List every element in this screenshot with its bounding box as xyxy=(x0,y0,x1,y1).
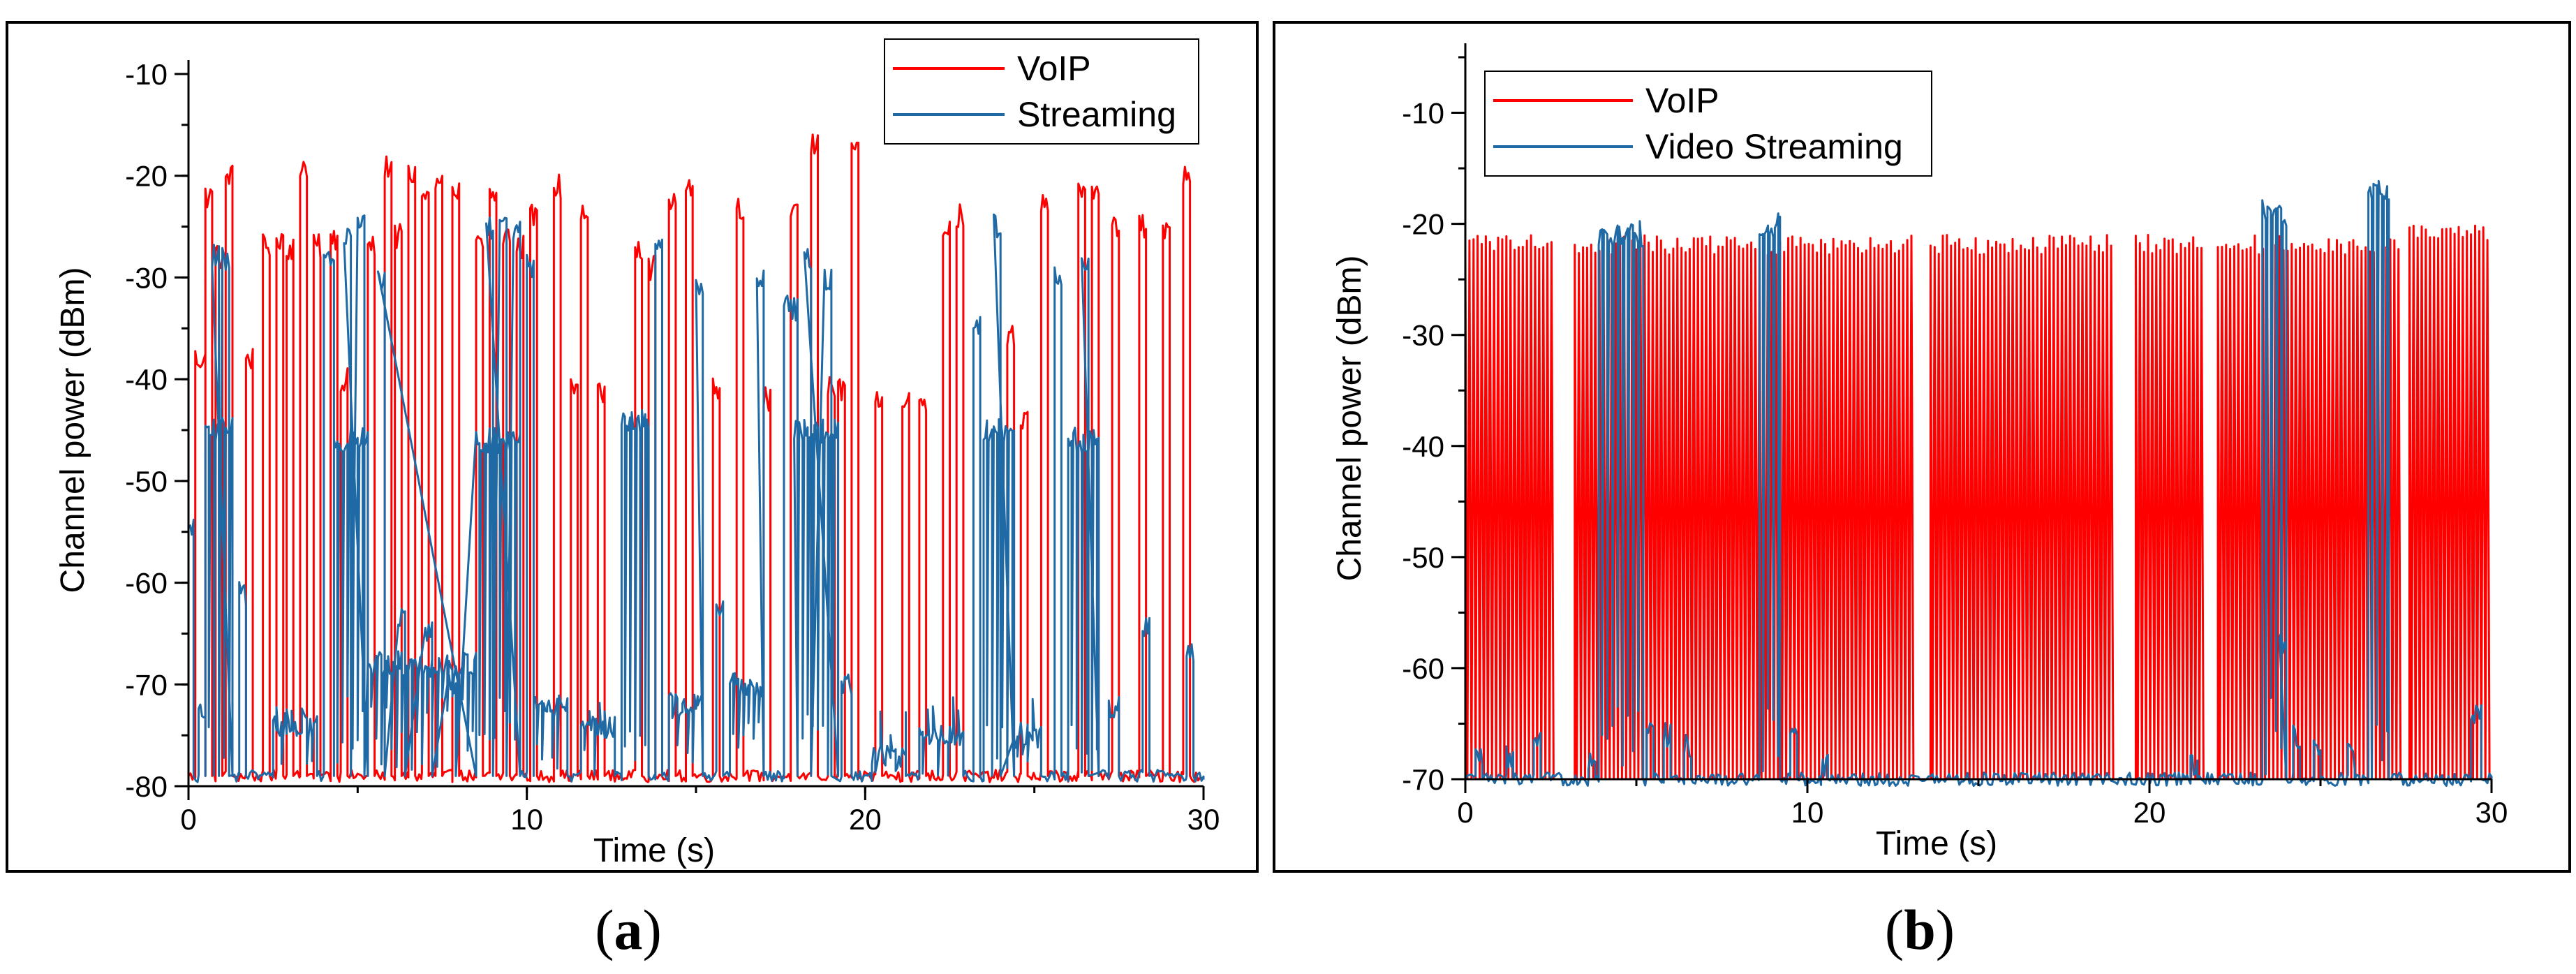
caption-b-letter: b xyxy=(1904,898,1936,961)
x-tick-label-a-1: 10 xyxy=(510,803,543,836)
chart-a-svg: -80 -70 -60 -50 -40 -30 -20 -10 0 10 20 30 Time (s) C… xyxy=(54,38,1220,869)
caption-a-letter: a xyxy=(614,898,643,961)
x-tick-label-b-1: 10 xyxy=(1791,796,1824,829)
chart-b-svg: -70 -60 -50 -40 -30 -20 -10 0 10 20 30 Time (s) Chan… xyxy=(1331,43,2508,862)
y-tick-label-a-0: -80 xyxy=(125,770,168,803)
y-tick-label-b-6: -10 xyxy=(1402,97,1444,130)
x-tick-label-a-3: 30 xyxy=(1187,803,1220,836)
y-axis-label-a: Channel power (dBm) xyxy=(54,267,91,593)
y-tick-label-b-1: -60 xyxy=(1402,652,1444,685)
y-tick-label-a-3: -50 xyxy=(125,465,168,498)
y-tick-label-a-6: -20 xyxy=(125,160,168,193)
legend-label-b-1: Video Streaming xyxy=(1645,127,1903,166)
x-tick-label-a-2: 20 xyxy=(849,803,882,836)
y-tick-label-a-1: -70 xyxy=(125,668,168,701)
y-tick-label-b-2: -50 xyxy=(1402,541,1444,574)
legend-label-a-1: Streaming xyxy=(1017,95,1176,134)
x-tick-label-a-0: 0 xyxy=(180,803,196,836)
series-a-0-line xyxy=(187,133,1204,783)
chart-panel-a: -80 -70 -60 -50 -40 -30 -20 -10 0 10 20 30 Time (s) C… xyxy=(6,21,1259,873)
y-tick-label-a-5: -30 xyxy=(125,261,168,294)
caption-a: (a) xyxy=(595,898,662,961)
y-tick-label-b-0: -70 xyxy=(1402,763,1444,796)
x-tick-label-b-3: 30 xyxy=(2475,796,2508,829)
x-tick-label-b-2: 20 xyxy=(2133,796,2166,829)
legend-box-a xyxy=(884,38,1199,145)
caption-b: (b) xyxy=(1884,898,1955,961)
y-tick-label-b-5: -20 xyxy=(1402,208,1444,241)
y-tick-label-b-3: -40 xyxy=(1402,430,1444,463)
y-tick-label-b-4: -30 xyxy=(1402,319,1444,352)
y-tick-label-a-7: -10 xyxy=(125,58,168,91)
chart-panel-b: -70 -60 -50 -40 -30 -20 -10 0 10 20 30 Time (s) Chan… xyxy=(1273,21,2571,873)
legend-label-b-0: VoIP xyxy=(1645,81,1719,120)
y-tick-label-a-4: -40 xyxy=(125,363,168,396)
x-axis-label-a: Time (s) xyxy=(593,832,715,869)
series-a-1-line xyxy=(187,213,1205,783)
legend-label-a-0: VoIP xyxy=(1017,49,1091,88)
y-axis-label-b: Channel power (dBm) xyxy=(1331,256,1368,582)
x-tick-label-b-0: 0 xyxy=(1457,796,1473,829)
x-axis-label-b: Time (s) xyxy=(1876,825,1997,862)
y-tick-label-a-2: -60 xyxy=(125,567,168,600)
legend-box-b xyxy=(1484,71,1932,177)
